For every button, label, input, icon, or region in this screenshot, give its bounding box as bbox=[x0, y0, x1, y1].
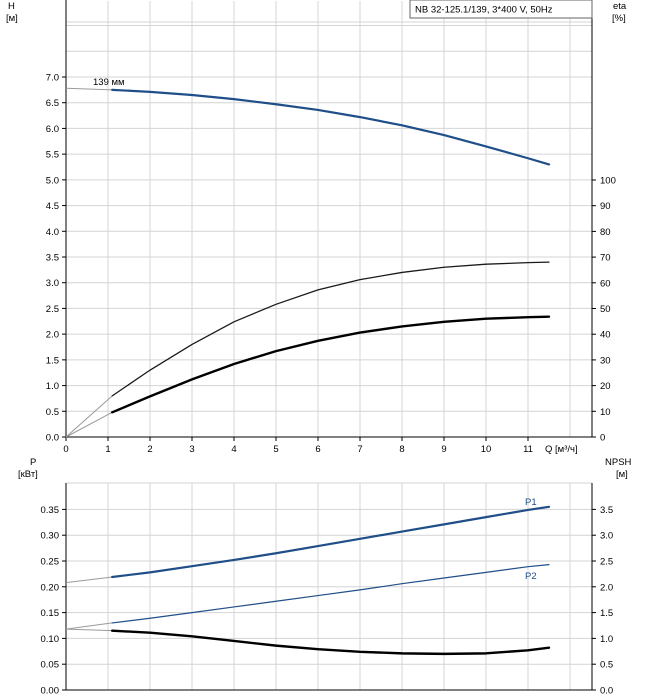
top-series-2 bbox=[110, 315, 551, 414]
chart-title: NB 32-125.1/139, 3*400 V, 50Hz bbox=[415, 5, 553, 16]
top-right-tick-label: 90 bbox=[600, 201, 611, 212]
x-tick-label: 10 bbox=[481, 444, 492, 455]
bottom-right-tick-label: 0.5 bbox=[600, 660, 613, 671]
bottom-left-axis-unit: [кВт] bbox=[18, 469, 38, 480]
top-left-tick-label: 4.0 bbox=[46, 227, 59, 238]
top-left-tick-label: 3.5 bbox=[46, 252, 59, 263]
bottom-left-tick-label: 0.10 bbox=[41, 634, 60, 645]
bottom-right-tick-label: 3.5 bbox=[600, 505, 613, 516]
top-right-tick-label: 100 bbox=[600, 176, 616, 187]
top-right-tick-label: 30 bbox=[600, 355, 611, 366]
series-label-p1: P1 bbox=[525, 497, 537, 508]
bottom-left-tick-label: 0.05 bbox=[41, 660, 60, 671]
x-axis-title: Q [м³/ч] bbox=[545, 444, 578, 455]
bottom-grid bbox=[66, 482, 592, 691]
bottom-series-0-extrapolation bbox=[65, 576, 113, 584]
bottom-left-tick-label: 0.20 bbox=[41, 582, 60, 593]
impeller-diameter-label: 139 мм bbox=[93, 77, 125, 88]
x-tick-label: 11 bbox=[523, 444, 533, 455]
top-right-tick-label: 60 bbox=[600, 278, 611, 289]
bottom-left-tick-label: 0.30 bbox=[41, 531, 60, 542]
top-left-tick-label: 1.5 bbox=[46, 355, 59, 366]
bottom-left-tick-label: 0.25 bbox=[41, 557, 60, 568]
top-left-tick-label: 5.5 bbox=[46, 150, 59, 161]
bottom-right-tick-label: 2.0 bbox=[600, 582, 613, 593]
bottom-right-tick-label: 2.5 bbox=[600, 557, 613, 568]
x-tick-label: 9 bbox=[441, 444, 446, 455]
top-right-tick-label: 70 bbox=[600, 253, 611, 264]
x-tick-label: 0 bbox=[63, 444, 68, 455]
top-left-tick-label: 7.0 bbox=[46, 72, 59, 83]
bottom-right-tick-label: 3.0 bbox=[600, 531, 613, 542]
x-tick-label: 6 bbox=[315, 444, 320, 455]
top-left-tick-label: 0.5 bbox=[46, 407, 59, 418]
top-left-tick-label: 3.0 bbox=[46, 278, 59, 289]
top-left-tick-label: 2.0 bbox=[46, 330, 59, 341]
bottom-series-1-extrapolation bbox=[65, 622, 113, 630]
bottom-series-1 bbox=[111, 564, 550, 624]
bottom-series bbox=[65, 505, 551, 656]
top-series-1 bbox=[111, 261, 550, 397]
bottom-left-axis-title: P bbox=[30, 457, 36, 468]
x-tick-label: 2 bbox=[147, 444, 152, 455]
top-right-tick-label: 50 bbox=[600, 304, 611, 315]
bottom-left-tick-label: 0.15 bbox=[41, 608, 60, 619]
top-series-0 bbox=[111, 88, 551, 166]
title-box bbox=[409, 0, 593, 19]
top-right-axis-unit: [%] bbox=[612, 13, 626, 24]
x-tick-label: 1 bbox=[105, 444, 110, 455]
x-tick-label: 3 bbox=[189, 444, 194, 455]
top-right-tick-label: 80 bbox=[600, 227, 611, 238]
top-series bbox=[65, 87, 551, 438]
top-left-tick-label: 5.0 bbox=[46, 175, 59, 186]
top-axes: 0.0 0.5 1.0 1.5 2.0 2.5 3.0 3.5 4.0 4.5 5.0 5.5 6.0 6… bbox=[46, 0, 616, 455]
bottom-right-axis-title: NPSH bbox=[605, 457, 632, 468]
top-left-tick-label: 1.0 bbox=[46, 381, 59, 392]
top-left-axis-title: H bbox=[8, 1, 15, 12]
top-right-tick-label: 10 bbox=[600, 407, 611, 418]
top-left-axis-unit: [м] bbox=[6, 13, 18, 24]
bottom-axes: 0.00 0.05 0.10 0.15 0.20 0.25 0.30 0.35 0.0 0.5 1.… bbox=[41, 483, 613, 697]
bottom-series-2-extrapolation bbox=[65, 628, 113, 632]
bottom-left-tick-label: 0.35 bbox=[41, 505, 60, 516]
top-left-tick-label: 2.5 bbox=[46, 304, 59, 315]
top-series-0-extrapolation bbox=[65, 87, 113, 91]
top-left-tick-label: 0.0 bbox=[46, 433, 59, 444]
bottom-series-2 bbox=[110, 629, 551, 656]
top-right-tick-label: 0 bbox=[600, 433, 605, 444]
top-series-1-extrapolation bbox=[65, 395, 113, 438]
bottom-right-tick-label: 0.0 bbox=[600, 686, 613, 697]
top-right-tick-label: 40 bbox=[600, 330, 611, 341]
bottom-series-0 bbox=[111, 505, 551, 579]
top-right-tick-label: 20 bbox=[600, 381, 611, 392]
top-grid bbox=[66, 1, 592, 438]
top-left-tick-label: 4.5 bbox=[46, 201, 59, 212]
x-tick-label: 8 bbox=[399, 444, 404, 455]
top-right-axis-title: eta bbox=[613, 1, 627, 12]
top-left-tick-label: 6.5 bbox=[46, 98, 59, 109]
x-tick-label: 4 bbox=[231, 444, 236, 455]
top-left-tick-label: 6.0 bbox=[46, 124, 59, 135]
bottom-left-tick-label: 0.00 bbox=[41, 686, 60, 697]
x-tick-label: 5 bbox=[273, 444, 278, 455]
bottom-right-axis-unit: [м] bbox=[616, 469, 628, 480]
series-label-p2: P2 bbox=[525, 571, 537, 582]
x-tick-label: 7 bbox=[357, 444, 362, 455]
bottom-right-tick-label: 1.5 bbox=[600, 608, 613, 619]
top-series-2-extrapolation bbox=[65, 411, 113, 438]
bottom-right-tick-label: 1.0 bbox=[600, 634, 613, 645]
